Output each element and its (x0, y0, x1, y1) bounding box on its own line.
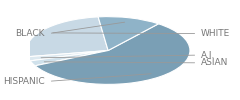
Text: BLACK: BLACK (15, 29, 45, 38)
Wedge shape (30, 50, 108, 66)
Wedge shape (28, 50, 108, 61)
Text: ASIAN: ASIAN (201, 58, 228, 67)
Wedge shape (26, 17, 108, 57)
Text: HISPANIC: HISPANIC (3, 77, 45, 86)
Wedge shape (35, 24, 190, 84)
Text: A.I.: A.I. (201, 51, 216, 60)
Wedge shape (98, 17, 158, 50)
Text: WHITE: WHITE (201, 29, 230, 38)
